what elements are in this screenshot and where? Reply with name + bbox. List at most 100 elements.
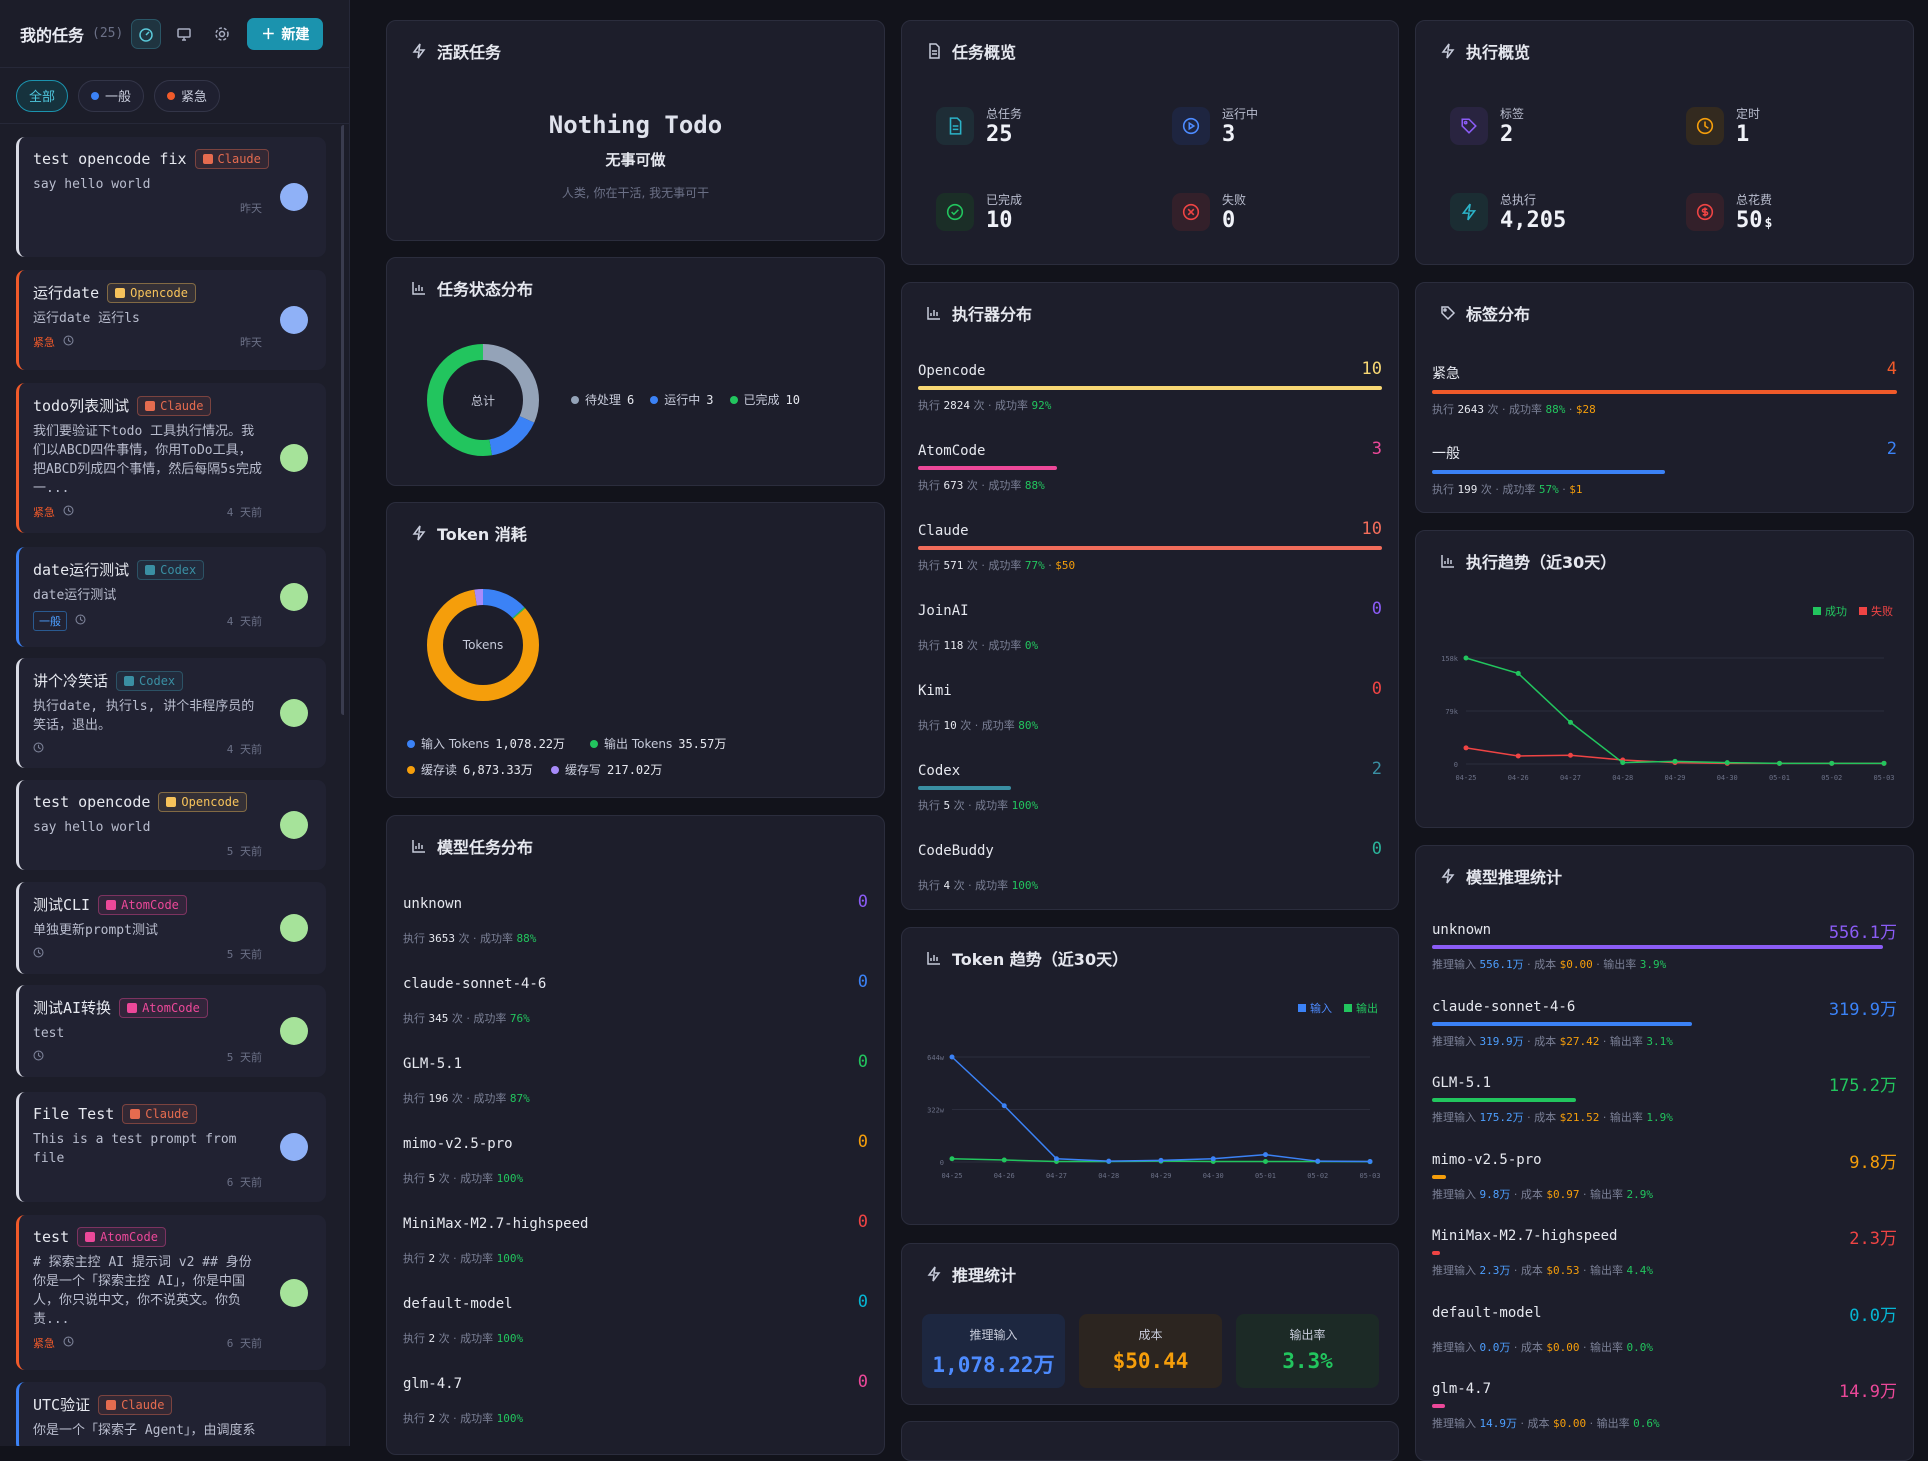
data-point <box>1001 1103 1007 1109</box>
legend-value: 35.57万 <box>678 737 727 751</box>
task-card[interactable]: test AtomCode # 探索主控 AI 提示词 v2 ## 身份 你是一个「… <box>16 1215 326 1370</box>
token-legend-item: 输入 Tokens 1,078.22万 <box>407 735 565 752</box>
dashboard-icon[interactable] <box>131 18 162 49</box>
task-card[interactable]: test opencode fix Claude say hello world 昨天 <box>16 137 326 257</box>
executor-tag: AtomCode <box>98 894 187 915</box>
tag-icon <box>1450 107 1488 145</box>
task-card[interactable]: File Test Claude This is a test prompt fro… <box>16 1092 326 1202</box>
row-stats: 执行 118 次 · 成功率 0% <box>918 637 1382 653</box>
inference-cost-label: 成本 <box>1138 1328 1163 1342</box>
data-point <box>1777 760 1782 766</box>
inference-cost-value: $50.44 <box>1112 1349 1189 1373</box>
status-legend-item: 待处理 6 <box>571 391 634 408</box>
executor-tag: AtomCode <box>119 997 208 1018</box>
row-bar <box>1432 1174 1446 1179</box>
status-donut-center: 总计 <box>470 393 495 408</box>
new-task-button[interactable]: ＋ 新建 <box>247 17 324 50</box>
exec-word: 执行 <box>403 1012 429 1025</box>
row-stats: 执行 571 次 · 成功率 77% · $50 <box>918 559 1076 572</box>
token-donut <box>427 589 539 701</box>
exec-trend-legend: 成功 失败 <box>1813 603 1893 619</box>
gear-icon[interactable] <box>207 19 237 49</box>
exec-word: 执行 <box>403 1332 429 1345</box>
success-rate: 100% <box>496 1252 524 1265</box>
task-desc: 单独更新prompt测试 <box>33 923 158 938</box>
x-tick-label: 04-29 <box>1664 774 1685 782</box>
exec-trend-chart: 158k 79k 0 04-25 04-26 04-27 04-28 04-29 04-30 05… <box>1441 655 1894 782</box>
avatar <box>280 306 308 334</box>
stat-scheduled-value: 1 <box>1736 122 1750 147</box>
exec-word: 执行 <box>918 719 944 732</box>
task-meta: 5 天前 <box>33 843 312 859</box>
infer-rate: 0.0% <box>1626 1340 1654 1354</box>
bar-chart-icon <box>927 307 940 320</box>
stat-scheduled: 定时 1 <box>1686 105 1760 147</box>
status-legend: 待处理 6 运行中 3 已完成 10 <box>571 391 800 408</box>
exec-word: 执行 <box>403 1412 429 1425</box>
row-count: 4 <box>1886 359 1897 379</box>
stat-executions: 总执行 4,205 <box>1450 191 1566 233</box>
data-point <box>1463 745 1469 751</box>
row-count: 0 <box>857 1212 868 1232</box>
infer-cost: $0.97 <box>1546 1187 1580 1201</box>
task-count: (25) <box>92 26 124 41</box>
filter-urgent[interactable]: 紧急 <box>154 79 221 112</box>
infer-rate: 1.9% <box>1646 1111 1673 1124</box>
task-card[interactable]: 运行date Opencode 运行date 运行ls 紧急 昨天 <box>16 270 326 370</box>
scrollbar[interactable] <box>341 125 344 715</box>
row-count: 0 <box>857 892 868 912</box>
task-card[interactable]: UTC验证 Claude 你是一个「探索子 Agent」，由调度系 <box>16 1382 326 1446</box>
inference-rate-box: 输出率 3.3% <box>1236 1314 1379 1388</box>
task-card[interactable]: date运行测试 Codex date运行测试 一般 4 天前 <box>16 547 326 647</box>
row-count: 10 <box>1361 359 1382 379</box>
infer-input: 9.8万 <box>1479 1187 1511 1201</box>
task-card[interactable]: test opencode Opencode say hello world 5 天前 <box>16 780 326 870</box>
task-title-row: test AtomCode <box>33 1227 312 1247</box>
tag-label: Claude <box>160 398 204 413</box>
executor-tag: Opencode <box>107 282 196 303</box>
data-point <box>1054 1156 1059 1162</box>
clock-icon <box>33 1050 44 1064</box>
times-word: 次 · 成功率 <box>963 559 1025 572</box>
success-rate: 57% <box>1538 483 1559 496</box>
legend-label: 运行中 <box>664 393 701 407</box>
row-bar <box>1432 1098 1577 1102</box>
data-point <box>1158 1157 1164 1163</box>
task-card[interactable]: todo列表测试 Claude 我们要验证下todo 工具执行情况。我们以ABCD四… <box>16 383 326 533</box>
monitor-icon[interactable] <box>169 19 199 49</box>
row-name: GLM-5.1 <box>403 1056 463 1072</box>
y-tick-label: 79k <box>1445 708 1458 716</box>
x-tick-label: 04-26 <box>994 1172 1015 1180</box>
inference-input-label: 推理输入 <box>969 1328 1018 1342</box>
data-point <box>1210 1156 1216 1162</box>
task-title-row: 讲个冷笑话 Codex <box>33 670 312 691</box>
infer-cost: $0.00 <box>1559 958 1593 971</box>
inference-cost-box: 成本 $50.44 <box>1079 1314 1222 1388</box>
filter-normal[interactable]: 一般 <box>78 79 145 112</box>
bolt-icon <box>412 525 426 541</box>
token-trend-title: Token 趋势（近30天） <box>926 946 1128 970</box>
task-card[interactable]: 讲个冷笑话 Codex 执行date, 执行ls, 讲个非程序员的笑话，退出。 4 天… <box>16 658 326 768</box>
dollar-icon <box>1686 193 1724 231</box>
sidebar-header: 我的任务 (25) ＋ 新建 <box>0 0 349 68</box>
run-count: 673 <box>943 479 964 492</box>
row-count: 0 <box>857 1292 868 1312</box>
task-card[interactable]: 测试CLI AtomCode 单独更新prompt测试 5 天前 <box>16 882 326 974</box>
status-dist-title: 任务状态分布 <box>411 276 533 300</box>
executor-dist-card: 执行器分布 Opencode 10 执行 2824 次 · 成功率 92% AtomC… <box>901 282 1399 910</box>
tag-swatch <box>145 564 156 575</box>
data-point <box>1568 719 1573 725</box>
urgent-dot <box>167 91 176 100</box>
task-title-row: 测试CLI AtomCode <box>33 894 312 915</box>
task-card[interactable]: 测试AI转换 AtomCode test 5 天前 <box>16 985 326 1077</box>
exec-word: 执行 <box>918 799 944 812</box>
legend-dot <box>407 739 415 748</box>
exec-trend-label: 执行趋势（近30天） <box>1466 553 1617 572</box>
x-tick-label: 05-03 <box>1359 1172 1380 1180</box>
task-time: 4 天前 <box>226 615 262 628</box>
clock-icon <box>33 947 44 961</box>
filter-all[interactable]: 全部 <box>16 79 69 112</box>
task-title: UTC验证 <box>33 1396 91 1414</box>
status-legend-item: 运行中 3 <box>650 391 714 408</box>
executor-tag: Claude <box>137 395 212 416</box>
